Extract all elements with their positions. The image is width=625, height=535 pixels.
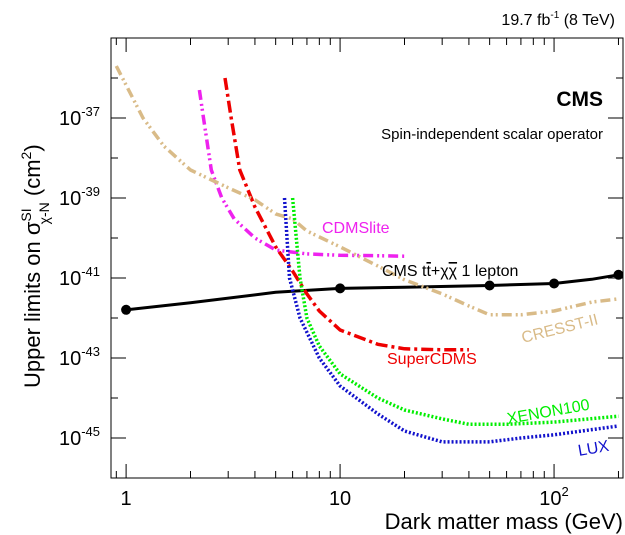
operator-label: Spin-independent scalar operator [381, 126, 603, 143]
series-line-cdmslite [197, 89, 405, 258]
series-line-xenon100 [290, 197, 619, 427]
plot-frame [110, 37, 624, 479]
y-tick-label: 10-45 [59, 424, 100, 450]
cms-limit-point [549, 278, 560, 289]
cresst-annotation: CRESST-II [520, 311, 600, 346]
series [114, 65, 619, 444]
luminosity-label: 19.7 fb-1 (8 TeV) [501, 10, 615, 29]
axes: 10-37 10-39 10-41 10-43 10-45 1 10 102 [59, 37, 623, 510]
x-tick-label: 102 [539, 484, 568, 510]
experiment-label: CMS [556, 88, 603, 111]
cdmslite-annotation: CDMSlite [322, 220, 390, 237]
x-axis-title: Dark matter mass (GeV) [385, 509, 623, 534]
series-line-cresst-ii [114, 65, 619, 317]
x-tick-label: 10 [329, 488, 351, 510]
y-tick-label: 10-41 [59, 264, 100, 290]
lux-annotation: LUX [577, 438, 611, 460]
y-tick-label: 10-39 [59, 184, 100, 210]
cms-limit-point [335, 283, 346, 294]
cms-annotation: CMS tt+χχ 1 lepton [382, 263, 518, 280]
markers [121, 269, 624, 315]
cms-limit-point [613, 269, 624, 280]
x-tick-label: 1 [121, 488, 132, 510]
y-tick-label: 10-43 [59, 344, 100, 370]
cms-limit-point [121, 304, 132, 315]
cms-limit-point [484, 280, 495, 291]
y-axis-title: Upper limits on σSI χ-N (cm2) [18, 144, 52, 388]
series-line-supercdms [223, 77, 469, 352]
y-tick-label: 10-37 [59, 104, 100, 130]
series-line-cms-tt-1-lepton [125, 273, 619, 312]
supercdms-annotation: SuperCDMS [387, 351, 477, 368]
